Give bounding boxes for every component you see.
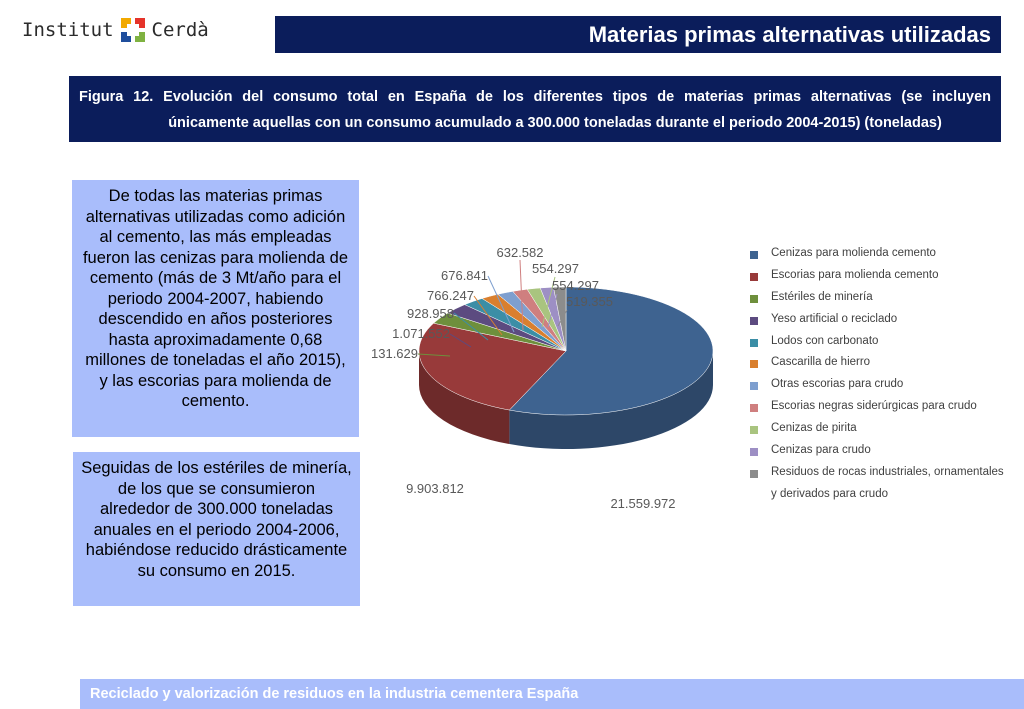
leader-line-5 bbox=[473, 295, 503, 336]
data-label-4: 928.958 bbox=[407, 306, 454, 321]
legend-swatch bbox=[750, 338, 758, 347]
legend-item: Residuos de rocas industriales, ornament… bbox=[750, 466, 1015, 510]
figure-caption: Figura 12. Evolución del consumo total e… bbox=[69, 76, 1001, 142]
leader-line-3 bbox=[449, 333, 472, 348]
figure-caption-line1: Figura 12. Evolución del consumo total e… bbox=[79, 89, 991, 105]
legend-swatch bbox=[750, 360, 758, 369]
legend-swatch bbox=[750, 426, 758, 435]
legend-label-line: Cenizas de pirita bbox=[771, 422, 857, 435]
logo-left-text: Institut bbox=[22, 19, 114, 41]
legend-item: Cenizas para crudo bbox=[750, 444, 1015, 466]
pie-slice-0 bbox=[508, 286, 714, 416]
legend-swatch bbox=[750, 469, 758, 478]
pie-side-1 bbox=[419, 351, 510, 445]
logo-mark-icon bbox=[120, 18, 145, 42]
description-box-2: Seguidas de los estériles de minería, de… bbox=[73, 452, 360, 606]
leader-line-9 bbox=[547, 293, 558, 328]
legend-label-line: Otras escorias para crudo bbox=[771, 378, 904, 391]
data-label-6: 676.841 bbox=[441, 268, 488, 283]
data-label-5: 766.247 bbox=[427, 288, 474, 303]
data-label-9: 554.297 bbox=[552, 278, 599, 293]
legend-label-line: Escorias negras siderúrgicas para crudo bbox=[771, 400, 977, 413]
leader-line-10 bbox=[557, 309, 568, 327]
legend-label-line: Cenizas para crudo bbox=[771, 444, 871, 457]
data-label-3: 1.071.552 bbox=[392, 326, 450, 341]
legend-label-line: Estériles de minería bbox=[771, 290, 873, 303]
legend-label: Escorias para molienda cemento bbox=[771, 265, 938, 287]
pie-slice-1 bbox=[418, 322, 567, 411]
legend-label: Otras escorias para crudo bbox=[771, 374, 903, 396]
data-label-8: 554.297 bbox=[532, 261, 579, 276]
data-label-10: 519.355 bbox=[566, 294, 613, 309]
legend-swatch bbox=[750, 404, 758, 413]
data-label-7: 632.582 bbox=[497, 245, 544, 260]
page-title-bar: Materias primas alternativas utilizadas bbox=[275, 16, 1001, 53]
pie-side-0 bbox=[509, 351, 713, 449]
legend-swatch bbox=[750, 448, 758, 457]
legend-label-line: Yeso artificial o reciclado bbox=[771, 312, 898, 325]
legend-item: Yeso artificial o reciclado bbox=[750, 313, 1015, 335]
legend-label: Residuos de rocas industriales, ornament… bbox=[771, 462, 1004, 506]
institut-cerda-logo: Institut Cerdà bbox=[22, 12, 209, 48]
legend-swatch bbox=[750, 382, 758, 391]
data-label-2: 1.131.629 bbox=[370, 346, 418, 361]
footer-text: Reciclado y valorización de residuos en … bbox=[90, 686, 579, 702]
legend-item: Otras escorias para crudo bbox=[750, 378, 1015, 400]
pie-slice-10 bbox=[553, 286, 567, 352]
legend-label-line: y derivados para crudo bbox=[771, 487, 888, 500]
legend-item: Cenizas de pirita bbox=[750, 422, 1015, 444]
legend-label-line: Lodos con carbonato bbox=[771, 334, 879, 347]
leader-line-6 bbox=[487, 275, 515, 333]
legend-label-line: Cascarilla de hierro bbox=[771, 356, 871, 369]
legend-label-line: Escorias para molienda cemento bbox=[771, 268, 939, 281]
legend-label: Cenizas de pirita bbox=[771, 418, 857, 440]
data-label-1: 9.903.812 bbox=[406, 481, 464, 496]
legend-label: Cenizas para crudo bbox=[771, 440, 871, 462]
legend-item: Estériles de minería bbox=[750, 291, 1015, 313]
legend-swatch bbox=[750, 294, 758, 303]
data-label-0: 21.559.972 bbox=[610, 496, 675, 511]
legend-label: Escorias negras siderúrgicas para crudo bbox=[771, 396, 977, 418]
chart-legend: Cenizas para molienda cemento Escorias pa… bbox=[750, 247, 1015, 510]
legend-label: Lodos con carbonato bbox=[771, 331, 878, 353]
legend-item: Cenizas para molienda cemento bbox=[750, 247, 1015, 269]
legend-label: Estériles de minería bbox=[771, 287, 873, 309]
legend-swatch bbox=[750, 272, 758, 281]
logo-right-text: Cerdà bbox=[151, 19, 209, 41]
leader-line-8 bbox=[541, 276, 556, 328]
page-title: Materias primas alternativas utilizadas bbox=[588, 21, 991, 47]
figure-caption-line2: únicamente aquellas con un consumo acumu… bbox=[168, 115, 942, 131]
legend-label-line: Residuos de rocas industriales, ornament… bbox=[771, 465, 1004, 478]
description-box-1: De todas las materias primas alternativa… bbox=[72, 180, 359, 437]
pie-chart: 21.559.972 9.903.812 1.131.629 1.071.552 928… bbox=[370, 245, 714, 511]
legend-swatch bbox=[750, 251, 758, 259]
leader-line-7 bbox=[519, 259, 524, 331]
legend-item: Escorias para molienda cemento bbox=[750, 269, 1015, 291]
legend-label-line: Cenizas para molienda cemento bbox=[771, 247, 936, 259]
legend-swatch bbox=[750, 316, 758, 325]
legend-label: Cenizas para molienda cemento bbox=[771, 243, 936, 265]
legend-item: Lodos con carbonato bbox=[750, 335, 1015, 357]
leader-line-2 bbox=[417, 353, 451, 357]
legend-label: Yeso artificial o reciclado bbox=[771, 309, 897, 331]
footer-bar: Reciclado y valorización de residuos en … bbox=[80, 679, 1024, 709]
legend-item: Cascarilla de hierro bbox=[750, 356, 1015, 378]
legend-item: Escorias negras siderúrgicas para crudo bbox=[750, 400, 1015, 422]
legend-label: Cascarilla de hierro bbox=[771, 352, 870, 374]
leader-line-4 bbox=[453, 312, 489, 341]
